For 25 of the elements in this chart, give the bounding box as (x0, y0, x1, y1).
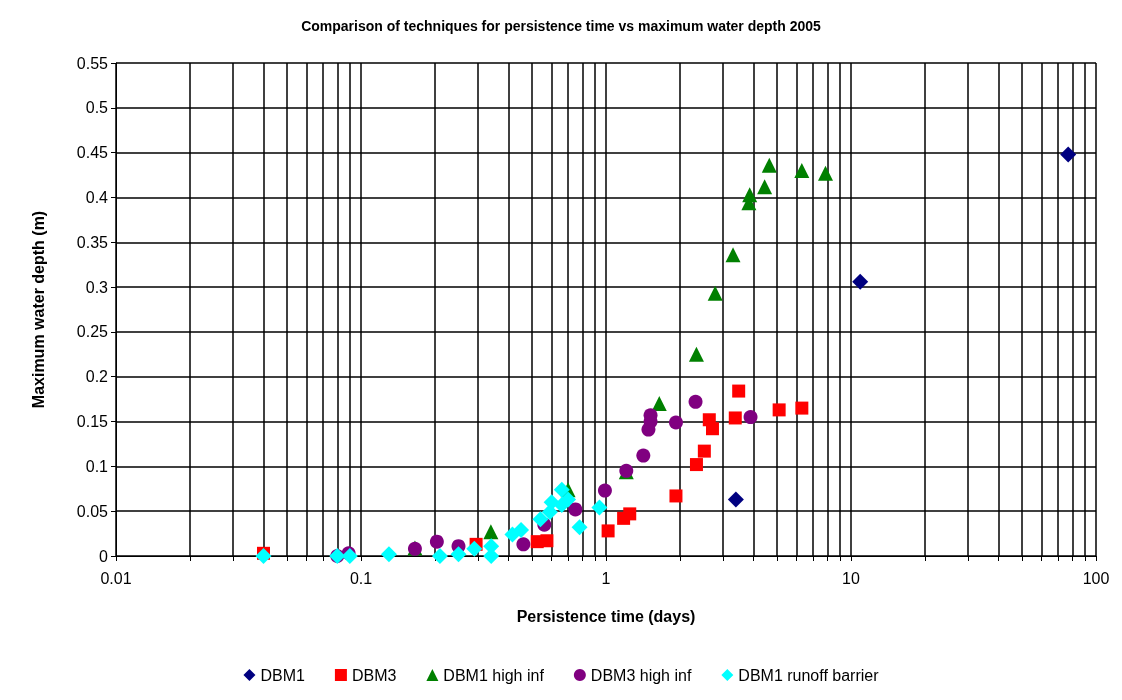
y-tick-label: 0.2 (85, 368, 109, 386)
y-tick-label: 0.15 (76, 413, 109, 431)
x-tick-label: 0.1 (349, 569, 373, 587)
legend-label: DBM3 (351, 666, 397, 684)
x-tick-label: 0.01 (100, 569, 132, 587)
y-tick-label: 0.5 (85, 99, 109, 117)
x-tick-label: 10 (842, 569, 860, 587)
y-tick-label: 0.55 (76, 54, 109, 72)
y-tick-label: 0.35 (76, 233, 109, 251)
legend-label: DBM1 high inf (443, 666, 545, 684)
chart-title: Comparison of techniques for persistence time vs maximum water depth 2005 (301, 18, 822, 34)
y-tick-label: 0.1 (85, 457, 109, 475)
y-tick-label: 0.3 (85, 278, 109, 296)
x-tick-label: 1 (601, 569, 611, 587)
y-axis-title: Maximum water depth (m) (29, 210, 47, 409)
y-tick-label: 0.05 (76, 502, 109, 520)
y-tick-label: 0.25 (76, 323, 109, 341)
y-tick-label: 0 (99, 547, 109, 565)
legend-label: DBM3 high inf (590, 666, 692, 684)
x-tick-label: 100 (1082, 569, 1110, 587)
x-axis-title: Persistence time (days) (516, 607, 696, 625)
y-tick-label: 0.4 (85, 188, 109, 206)
y-tick-label: 0.45 (76, 144, 109, 162)
legend-label: DBM1 runoff barrier (738, 666, 880, 684)
legend-label: DBM1 (260, 666, 306, 684)
